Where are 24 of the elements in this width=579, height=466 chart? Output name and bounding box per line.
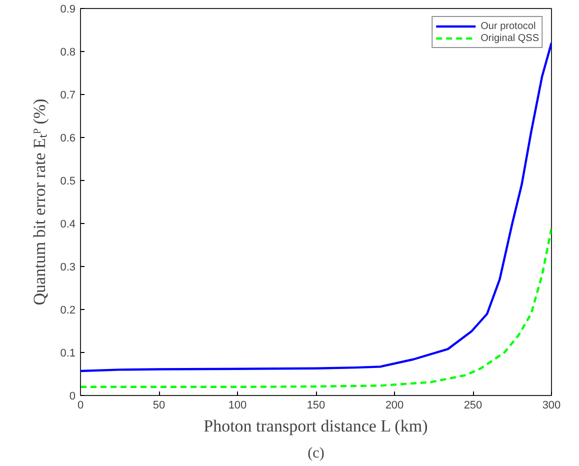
y-tick-label: 0.1 (60, 348, 76, 360)
x-tick-label: 300 (542, 400, 561, 412)
x-tick-label: 200 (385, 400, 404, 412)
y-tick-label: 0 (69, 390, 76, 402)
y-axis-title: Quantum bit error rate Eₜᴾ (%) (30, 98, 50, 306)
y-tick-label: 0.9 (60, 4, 76, 16)
legend-label: Our protocol (480, 20, 536, 32)
x-tick-label: 100 (228, 400, 247, 412)
x-axis-title: Photon transport distance L (km) (204, 416, 428, 436)
x-tick-label: 50 (152, 400, 166, 412)
line-series (80, 42, 552, 372)
y-tick-label: 0.8 (60, 46, 76, 58)
x-tick-label: 0 (77, 400, 84, 412)
y-tick-label: 0.3 (60, 262, 76, 274)
legend-label: Original QSS (480, 32, 539, 44)
y-tick-label: 0.2 (60, 304, 76, 316)
x-tick-label: 250 (464, 400, 482, 412)
y-tick-label: 0.7 (60, 90, 76, 102)
y-tick-label: 0.6 (60, 132, 76, 144)
y-tick-label: 0.4 (60, 218, 76, 230)
text: (c) (308, 446, 324, 462)
y-tick-label: 0.5 (60, 176, 76, 188)
x-tick-label: 150 (306, 400, 326, 412)
line-series (80, 227, 552, 388)
